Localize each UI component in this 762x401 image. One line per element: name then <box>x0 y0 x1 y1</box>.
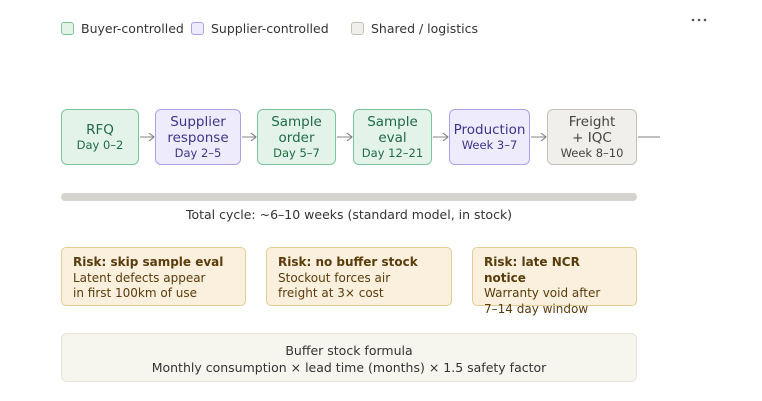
legend-swatch <box>351 22 364 35</box>
risk-text: Stockout forces air <box>278 270 391 285</box>
formula-box: Buffer stock formula Monthly consumption… <box>61 333 637 382</box>
step-title: Sample <box>367 114 418 130</box>
step-box: RFQ Day 0–2 <box>61 109 139 165</box>
formula-text: Monthly consumption × lead time (months)… <box>151 360 547 375</box>
step-box: Supplier response Day 2–5 <box>155 109 241 165</box>
arrowhead <box>148 132 155 142</box>
arrowhead <box>540 132 547 142</box>
arrowhead <box>250 132 257 142</box>
step-box: Sample order Day 5–7 <box>257 109 336 165</box>
legend-item: Supplier-controlled <box>191 21 329 36</box>
legend-swatch <box>61 22 74 35</box>
step-title: order <box>278 130 315 146</box>
risk-text: Latent defects appear <box>73 270 206 285</box>
step-title: response <box>167 130 229 146</box>
step-subtitle: Day 2–5 <box>174 146 222 160</box>
step-subtitle: Day 5–7 <box>273 146 320 160</box>
risk-title: Risk: no buffer stock <box>278 255 418 269</box>
step-box: Freight + IQC Week 8–10 <box>547 109 637 165</box>
step-subtitle: Week 3–7 <box>461 138 518 152</box>
step-title: + IQC <box>572 130 612 146</box>
legend-item: Buyer-controlled <box>61 21 184 36</box>
timeline-bar <box>61 193 637 201</box>
arrowhead <box>346 132 353 142</box>
formula-title: Buffer stock formula <box>285 343 413 358</box>
step-title: Production <box>453 122 526 138</box>
timeline-label: Total cycle: ~6–10 weeks (standard model… <box>185 207 513 222</box>
risk-text: in first 100km of use <box>73 286 197 300</box>
step-title: Sample <box>271 114 322 130</box>
legend-swatch <box>191 22 204 35</box>
step-box: Production Week 3–7 <box>449 109 530 165</box>
step-title: eval <box>378 130 407 146</box>
step-subtitle: Day 0–2 <box>76 138 124 152</box>
risk-text: freight at 3× cost <box>278 286 384 300</box>
risk-box: Risk: late NCR notice Warranty void after… <box>472 247 637 316</box>
risk-title: Risk: skip sample eval <box>73 255 224 269</box>
step-title: Supplier <box>170 114 226 130</box>
arrows <box>140 132 660 142</box>
legend-label: Supplier-controlled <box>211 21 329 36</box>
risk-title: Risk: late NCR notice <box>484 255 580 285</box>
legend-item: Shared / logistics <box>351 21 478 36</box>
step-title: Freight <box>568 114 616 130</box>
risk-text: Warranty void after <box>484 286 601 300</box>
legend-label: Buyer-controlled <box>81 21 184 36</box>
menu-icon[interactable] <box>690 14 708 26</box>
step-title: RFQ <box>86 122 114 138</box>
risk-box: Risk: skip sample eval Latent defects app… <box>61 247 246 306</box>
arrowhead <box>442 132 449 142</box>
step-subtitle: Day 12–21 <box>361 146 424 160</box>
risk-text: 7–14 day window <box>484 301 589 316</box>
step-subtitle: Week 8–10 <box>560 146 624 160</box>
legend-label: Shared / logistics <box>371 21 478 36</box>
step-box: Sample eval Day 12–21 <box>353 109 432 165</box>
risk-box: Risk: no buffer stock Stockout forces air… <box>266 247 452 306</box>
